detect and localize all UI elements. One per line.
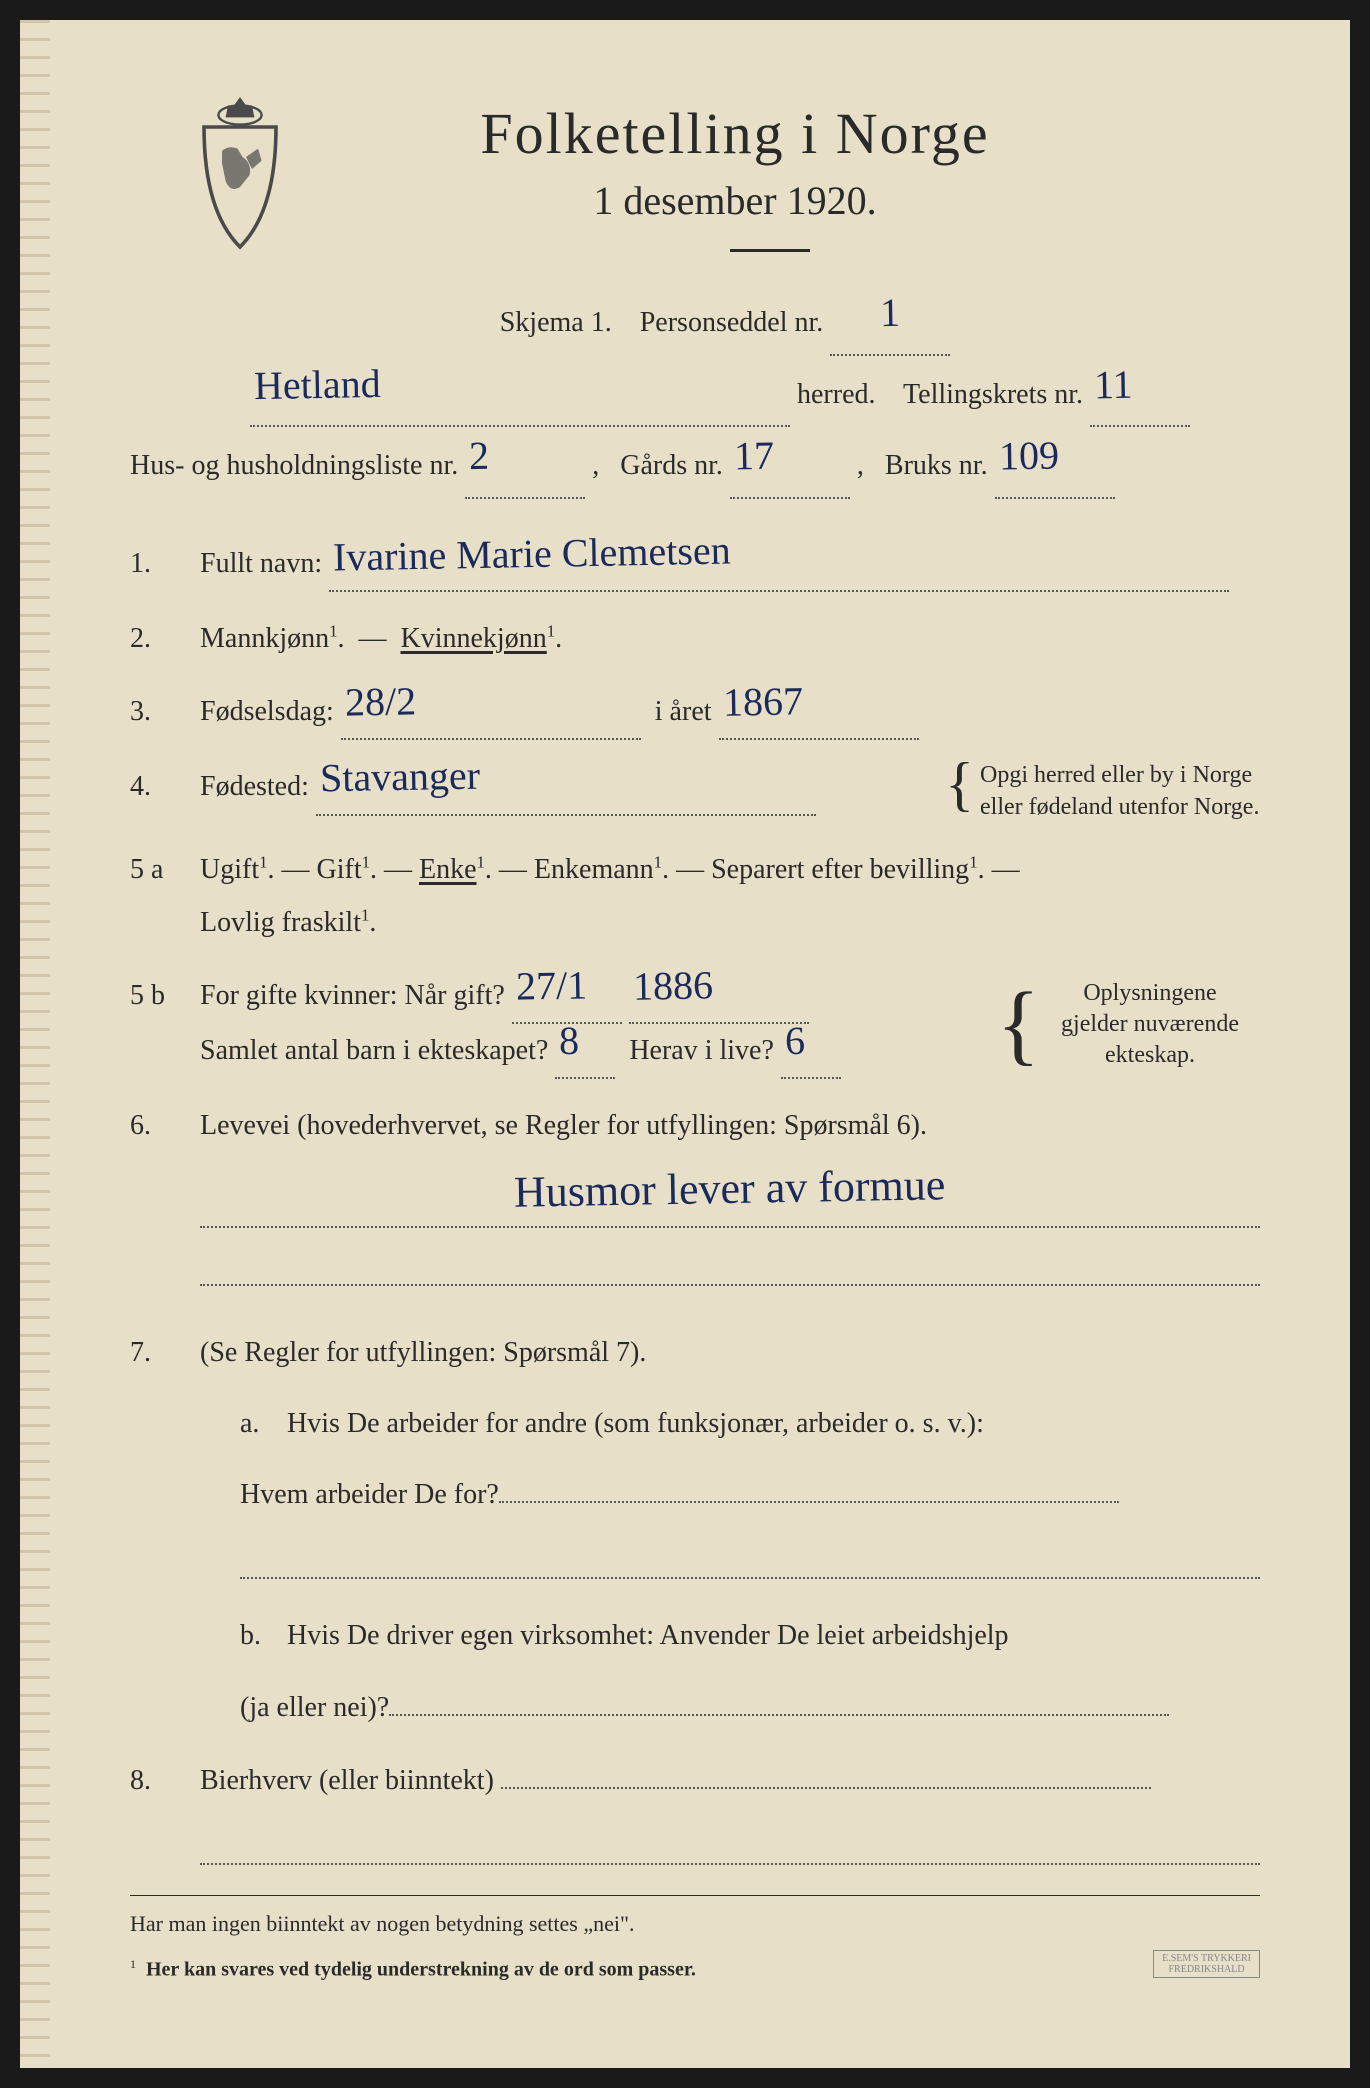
printer1: E.SEM'S TRYKKERI [1162, 1953, 1251, 1964]
q3-num: 3. [130, 685, 200, 740]
q1-row: 1. Fullt navn: Ivarine Marie Clemetsen [130, 537, 1260, 592]
q5b-sn3: ekteskap. [1105, 1042, 1195, 1068]
q7a-sub: Hvem arbeider De for? [240, 1479, 499, 1510]
q5b-myear: 1886 [633, 969, 714, 1002]
q5b-sidenote: Oplysningene gjelder nuværende ekteskap. [1040, 978, 1260, 1072]
q5b-sn1: Oplysningene [1083, 980, 1216, 1006]
brace-icon: { [945, 760, 974, 808]
hus-nr: 2 [469, 440, 490, 472]
printer-mark: E.SEM'S TRYKKERI FREDRIKSHALD [1153, 1950, 1260, 1978]
q4-value: Stavanger [320, 760, 480, 795]
q5a-num: 5 a [130, 843, 200, 949]
gards-label: Gårds nr. [620, 450, 723, 481]
q7-row: 7. (Se Regler for utfyllingen: Spørsmål … [130, 1326, 1260, 1734]
q8-label: Bierhverv (eller biinntekt) [200, 1765, 494, 1796]
q4-sidenote: Opgi herred eller by i Norge eller fødel… [980, 760, 1260, 822]
q1-value: Ivarine Marie Clemetsen [333, 534, 731, 573]
q8-blank [200, 1837, 1260, 1865]
q2-kvinne: Kvinnekjønn [401, 623, 547, 654]
skjema-line: Skjema 1. Personseddel nr. 1 [190, 292, 1260, 356]
q7-num: 7. [130, 1326, 200, 1734]
q5b-children: 8 [559, 1025, 580, 1057]
q6-row: 6. Levevei (hovederhvervet, se Regler fo… [130, 1099, 1260, 1285]
bruks-nr: 109 [998, 440, 1059, 473]
q8-row: 8. Bierhverv (eller biinntekt) [130, 1754, 1260, 1865]
census-form-page: Folketelling i Norge 1 desember 1920. Sk… [20, 20, 1350, 2068]
q4-note1: Opgi herred eller by i Norge [980, 762, 1252, 788]
q4-note2: eller fødeland utenfor Norge. [980, 794, 1259, 820]
q5a-enke: Enke [419, 854, 477, 885]
q4-num: 4. [130, 760, 200, 822]
q2-num: 2. [130, 612, 200, 665]
hus-label: Hus- og husholdningsliste nr. [130, 450, 458, 481]
footnote-text: Her kan svares ved tydelig understreknin… [146, 1959, 696, 1981]
q7b: b. Hvis De driver egen virksomhet: Anven… [240, 1609, 1260, 1733]
q7a-label: Hvis De arbeider for andre (som funksjon… [287, 1408, 984, 1439]
q1-label: Fullt navn: [200, 548, 322, 579]
q5b-mdate: 27/1 [516, 969, 588, 1002]
footer-note: Har man ingen biinntekt av nogen betydni… [130, 1895, 1260, 1937]
q5b-label1: For gifte kvinner: Når gift? [200, 980, 505, 1011]
q5a-enkemann: Enkemann [534, 854, 654, 885]
q4-label: Fødested: [200, 771, 309, 802]
q5a-gift: Gift [317, 854, 362, 885]
q5b-sn2: gjelder nuværende [1061, 1011, 1239, 1037]
q7a-blank [240, 1551, 1260, 1579]
q5b-num: 5 b [130, 969, 200, 1079]
q5b-living: 6 [785, 1025, 806, 1057]
q7-label: (Se Regler for utfyllingen: Spørsmål 7). [200, 1337, 646, 1368]
coat-of-arms-icon [180, 90, 300, 260]
herred-line: Hetland herred. Tellingskrets nr. 11 [130, 364, 1260, 428]
q3-row: 3. Fødselsdag: 28/2 i året 1867 [130, 685, 1260, 740]
main-title: Folketelling i Norge [210, 100, 1260, 167]
gards-nr: 17 [734, 440, 775, 473]
q7b-label: Hvis De driver egen virksomhet: Anvender… [287, 1620, 1009, 1651]
q3-year: 1867 [722, 685, 803, 718]
q2-row: 2. Mannkjønn1. — Kvinnekjønn1. [130, 612, 1260, 665]
q6-blank-line [200, 1258, 1260, 1286]
q5a-ugift: Ugift [200, 854, 259, 885]
footer-note-text: Har man ingen biinntekt av nogen betydni… [130, 1911, 634, 1936]
q7a: a. Hvis De arbeider for andre (som funks… [240, 1397, 1260, 1579]
footnote: 1 Her kan svares ved tydelig understrekn… [130, 1957, 1260, 1982]
q5a-row: 5 a Ugift1. — Gift1. — Enke1. — Enkemann… [130, 843, 1260, 949]
header: Folketelling i Norge 1 desember 1920. [130, 100, 1260, 252]
q6-num: 6. [130, 1099, 200, 1285]
q7b-sub: (ja eller nei)? [240, 1692, 389, 1723]
hus-line: Hus- og husholdningsliste nr. 2 , Gårds … [130, 435, 1260, 499]
brace-icon-large: { [997, 1002, 1040, 1047]
q5a-fraskilt: Lovlig fraskilt [200, 907, 361, 938]
bruks-label: Bruks nr. [885, 450, 988, 481]
herred-label: herred. [797, 379, 876, 410]
q1-num: 1. [130, 537, 200, 592]
tellingskrets-nr: 11 [1094, 368, 1133, 401]
q4-row: 4. Fødested: Stavanger { Opgi herred ell… [130, 760, 1260, 822]
tellingskrets-label: Tellingskrets nr. [903, 379, 1083, 410]
q3-label: Fødselsdag: [200, 696, 334, 727]
q3-year-label: i året [655, 696, 712, 727]
q3-day: 28/2 [345, 686, 417, 719]
q5a-separert: Separert efter bevilling [711, 854, 969, 885]
q2-mann: Mannkjønn [200, 623, 329, 654]
personseddel-label: Personseddel nr. [640, 307, 824, 338]
header-divider [730, 249, 810, 252]
personseddel-nr: 1 [880, 297, 901, 329]
q5b-label3: Herav i live? [629, 1035, 774, 1066]
q6-label: Levevei (hovederhvervet, se Regler for u… [200, 1110, 927, 1141]
subtitle-date: 1 desember 1920. [210, 177, 1260, 224]
herred-value: Hetland [254, 367, 381, 401]
q5b-row: 5 b For gifte kvinner: Når gift? 27/1 18… [130, 969, 1260, 1079]
printer2: FREDRIKSHALD [1169, 1964, 1245, 1975]
q6-value: Husmor lever av formue [514, 1167, 946, 1210]
skjema-label: Skjema 1. [500, 307, 612, 338]
q8-num: 8. [130, 1754, 200, 1865]
q5b-label2: Samlet antal barn i ekteskapet? [200, 1035, 548, 1066]
